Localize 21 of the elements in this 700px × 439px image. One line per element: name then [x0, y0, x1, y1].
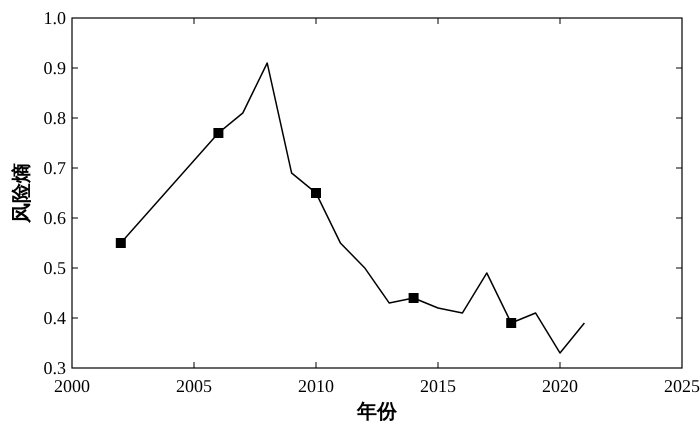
y-tick-label: 0.4 — [44, 308, 66, 328]
point — [311, 188, 321, 198]
point — [213, 128, 224, 138]
y-axis-title: 风险熵 — [11, 163, 33, 224]
x-tick-label: 2000 — [54, 376, 90, 396]
y-tick-label: 0.9 — [44, 58, 66, 78]
x-tick-label: 2025 — [664, 376, 700, 396]
y-tick-label: 0.6 — [44, 208, 66, 228]
y-tick-label: 0.7 — [44, 158, 66, 178]
x-tick-label: 2010 — [298, 376, 334, 396]
point — [116, 238, 126, 248]
x-tick-label: 2015 — [420, 376, 456, 396]
y-tick-label: 0.3 — [44, 358, 66, 378]
point — [408, 293, 419, 303]
y-tick-label: 0.5 — [44, 258, 66, 278]
x-tick-label: 2005 — [176, 376, 212, 396]
x-axis-title: 年份 — [356, 401, 398, 423]
point — [506, 318, 516, 328]
y-tick-label: 0.8 — [44, 108, 66, 128]
x-tick-label: 2020 — [542, 376, 578, 396]
y-tick-label: 1.0 — [44, 8, 66, 28]
